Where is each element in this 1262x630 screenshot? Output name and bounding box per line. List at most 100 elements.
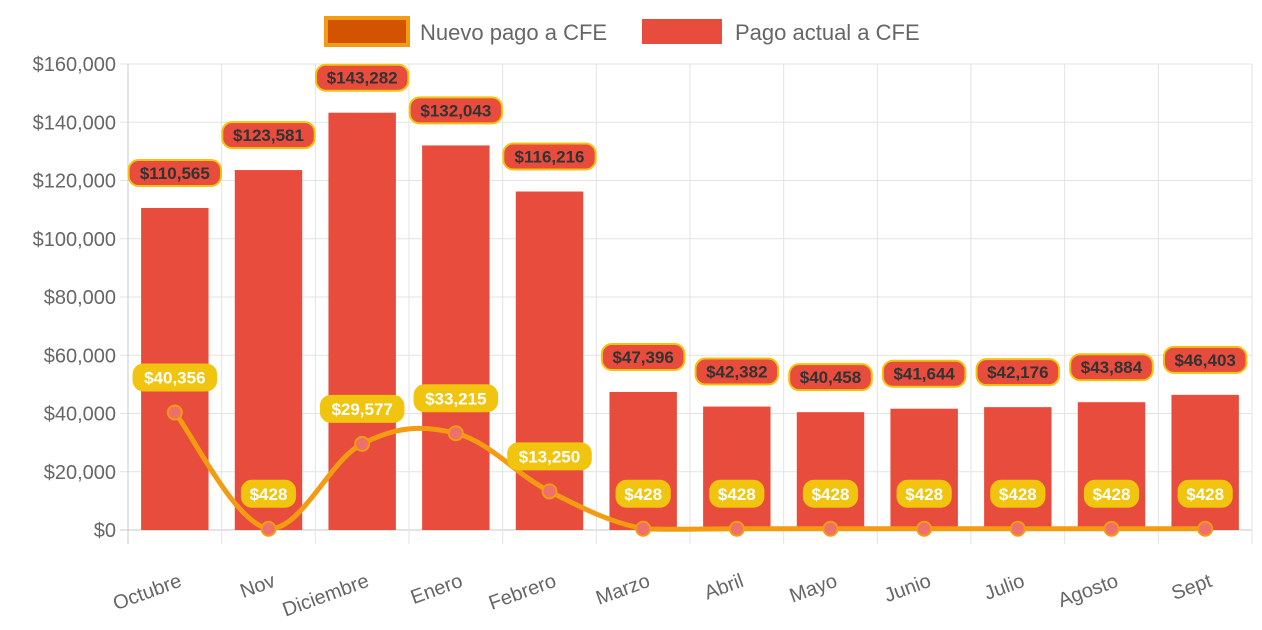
bar-data-label: $132,043: [408, 96, 504, 125]
y-tick-label: $160,000: [33, 54, 116, 76]
bar: [703, 406, 771, 530]
legend-item-actual[interactable]: Pago actual a CFE: [642, 19, 920, 45]
line-point: [447, 425, 464, 442]
label-text: $428: [1093, 485, 1131, 504]
line-data-label: $428: [990, 479, 1046, 508]
label-box: [881, 359, 967, 388]
bar-data-label: $41,644: [881, 359, 967, 388]
y-tick-label: $140,000: [33, 112, 116, 134]
label-text: $428: [250, 485, 288, 504]
x-tick-label: Octubre: [110, 570, 184, 615]
line-data-label: $13,250: [507, 442, 592, 471]
grid: [120, 63, 1253, 544]
label-text: $110,565: [140, 164, 210, 183]
legend-swatch-nuevo: [324, 16, 410, 47]
line-data-label: $428: [615, 479, 671, 508]
label-text: $46,403: [1174, 351, 1235, 370]
x-tick-label: Abril: [701, 570, 746, 604]
bar-data-label: $42,176: [975, 358, 1061, 387]
bar-data-label: $123,581: [221, 121, 316, 150]
line-point: [260, 520, 277, 537]
bar: [515, 191, 584, 530]
label-text: $143,282: [327, 69, 398, 88]
legend-label-nuevo: Nuevo pago a CFE: [420, 20, 607, 45]
label-box: [709, 479, 765, 508]
label-box: [502, 142, 597, 171]
label-box: [990, 479, 1046, 508]
bar-data-label: $42,382: [694, 357, 780, 386]
bar-data-label: $46,403: [1162, 345, 1248, 374]
label-box: [600, 342, 686, 371]
x-tick-label: Junio: [881, 570, 933, 607]
label-box: [975, 358, 1061, 387]
line-data-label: $428: [709, 479, 765, 508]
line-point: [728, 520, 745, 537]
line-series: [166, 404, 1214, 537]
label-text: $33,215: [425, 389, 486, 408]
line-point: [916, 520, 933, 537]
label-text: $116,216: [515, 148, 585, 167]
label-text: $41,644: [893, 365, 955, 384]
line-point: [541, 483, 558, 500]
label-text: $43,884: [1081, 358, 1143, 377]
label-text: $29,577: [331, 400, 392, 419]
y-axis: $0 $20,000 $40,000 $60,000 $80,000 $100,000 $1…: [33, 54, 116, 542]
x-tick-label: Agosto: [1055, 570, 1121, 612]
x-tick-label: Febrero: [486, 570, 559, 615]
line-point: [1103, 520, 1120, 537]
legend: Nuevo pago a CFE Pago actual a CFE: [324, 16, 920, 47]
bar-data-label: $110,565: [127, 158, 223, 187]
y-tick-label: $0: [94, 520, 116, 542]
legend-label-actual: Pago actual a CFE: [735, 20, 920, 45]
line-point: [822, 520, 839, 537]
x-tick-label: Julio: [981, 570, 1027, 605]
label-box: [221, 121, 316, 150]
label-box: [240, 479, 297, 508]
label-text: $42,382: [706, 363, 767, 382]
label-box: [788, 363, 873, 392]
line-labels: $40,356 $428 $29,577 $33,215 $13,250 $428 $428…: [132, 363, 1233, 508]
label-text: $40,356: [144, 368, 205, 387]
line-point: [1009, 520, 1026, 537]
label-text: $13,250: [519, 447, 580, 466]
legend-item-nuevo[interactable]: Nuevo pago a CFE: [324, 16, 607, 47]
legend-swatch-actual: [642, 19, 722, 44]
bar-data-label: $40,458: [788, 363, 873, 392]
bar: [890, 408, 958, 530]
label-box: [413, 384, 499, 413]
label-text: $428: [624, 485, 662, 504]
line-data-label: $33,215: [413, 384, 499, 413]
label-box: [802, 479, 859, 508]
line-point: [635, 520, 652, 537]
line-point: [166, 404, 183, 421]
y-tick-label: $100,000: [33, 229, 116, 251]
x-tick-label: Enero: [408, 570, 466, 609]
bar-data-label: $43,884: [1069, 353, 1154, 382]
line-data-label: $29,577: [319, 394, 405, 423]
x-tick-label: Diciembre: [280, 570, 372, 621]
label-box: [408, 96, 504, 125]
label-box: [615, 479, 671, 508]
label-box: [1069, 353, 1154, 382]
bar: [1077, 402, 1146, 530]
line-data-label: $428: [802, 479, 859, 508]
bar-data-label: $47,396: [600, 342, 686, 371]
label-text: $428: [812, 485, 850, 504]
y-tick-label: $60,000: [44, 345, 116, 367]
y-tick-label: $80,000: [44, 287, 116, 309]
y-tick-label: $20,000: [44, 462, 116, 484]
label-box: [507, 442, 592, 471]
label-box: [1177, 479, 1233, 508]
line-data-label: $428: [1177, 479, 1233, 508]
bar: [609, 391, 677, 530]
label-text: $47,396: [612, 348, 673, 367]
label-text: $132,043: [420, 101, 491, 120]
y-tick-label: $40,000: [44, 404, 116, 426]
label-box: [896, 479, 952, 508]
x-tick-label: Sept: [1169, 570, 1216, 605]
label-box: [132, 363, 218, 392]
line-point: [1197, 520, 1214, 537]
label-box: [1083, 479, 1140, 508]
line-data-label: $428: [240, 479, 297, 508]
label-text: $428: [1186, 485, 1224, 504]
